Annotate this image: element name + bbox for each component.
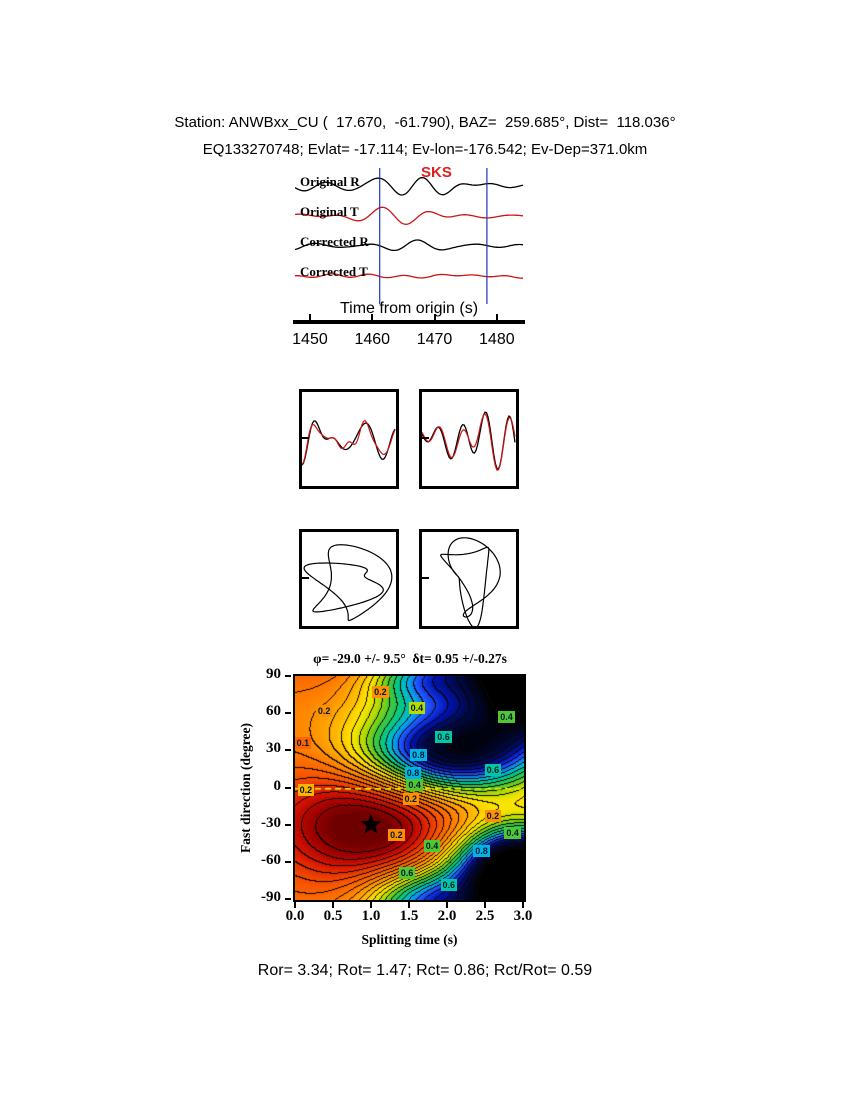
x-tick-label: 1.5 xyxy=(399,908,419,924)
time-tick-mark xyxy=(371,314,374,321)
station-header: Station: ANWBxx_CU ( 17.670, -61.790), B… xyxy=(174,114,676,131)
time-tick-mark xyxy=(433,314,436,321)
contour-label-chip: 0.2 xyxy=(297,783,315,796)
zero-tick xyxy=(302,577,309,579)
particle-motion-curve-corrected xyxy=(440,537,501,626)
splitting-ratios: Ror= 3.34; Rot= 1.47; Rct= 0.86; Rct/Rot… xyxy=(257,962,593,979)
zero-tick xyxy=(302,437,309,439)
zero-tick xyxy=(422,437,429,439)
x-tick-mark xyxy=(332,902,334,908)
particle-motion-left-box xyxy=(299,529,399,629)
time-tick-label: 1480 xyxy=(479,331,515,348)
waveform-overlay-left-box xyxy=(299,389,399,489)
time-axis-line xyxy=(293,320,525,324)
trace-original-r xyxy=(295,176,524,196)
y-tick-label: 0 xyxy=(273,777,282,794)
x-tick-mark xyxy=(446,902,448,908)
trace-corrected-t xyxy=(295,273,524,279)
x-tick-label: 2.5 xyxy=(475,908,495,924)
x-tick-label: 0.0 xyxy=(285,908,305,924)
contour-label-chip: 0.4 xyxy=(406,779,423,792)
particle-motion-right-box xyxy=(419,529,519,629)
particle-motion-curve-original xyxy=(303,544,393,622)
trace-label: Original R xyxy=(300,174,360,189)
trace-label: Corrected T xyxy=(300,264,368,279)
x-tick-label: 0.5 xyxy=(323,908,343,924)
y-tick-mark xyxy=(285,898,291,900)
x-tick-mark xyxy=(484,902,486,908)
contour-label-chip: 0.6 xyxy=(398,866,416,879)
y-tick-label: 90 xyxy=(266,666,281,682)
particle-motion-original xyxy=(303,544,393,622)
event-header: EQ133270748; Evlat= -17.114; Ev-lon=-176… xyxy=(202,141,648,158)
time-tick-mark xyxy=(495,314,498,321)
x-tick-mark xyxy=(294,902,296,908)
time-tick-label: 1460 xyxy=(354,331,391,348)
contour-label-chip: 0.2 xyxy=(402,792,420,805)
overlay-trace-original xyxy=(302,420,396,466)
y-tick-mark xyxy=(285,786,291,789)
waveform-overlay-right xyxy=(422,411,516,471)
x-tick-mark xyxy=(408,902,410,908)
waveform-overlay-left xyxy=(302,419,396,466)
contour-label-chip: 0.4 xyxy=(504,827,521,840)
y-tick-mark xyxy=(285,823,291,826)
x-tick-mark xyxy=(522,902,524,908)
splitting-result-title: φ= -29.0 +/- 9.5° δt= 0.95 +/-0.27s xyxy=(313,651,507,666)
y-tick-label: 30 xyxy=(266,740,281,757)
contour-label-chip: 0.6 xyxy=(435,730,452,743)
y-tick-mark xyxy=(285,749,291,752)
zero-tick xyxy=(422,577,429,579)
contour-label-chip: 0.8 xyxy=(473,844,490,857)
trace-original-t xyxy=(295,206,524,225)
x-tick-label: 2.0 xyxy=(437,908,457,924)
time-tick-mark xyxy=(308,314,311,321)
x-tick-label: 3.0 xyxy=(513,908,533,924)
y-tick-mark xyxy=(285,675,291,677)
phase-label: SKS xyxy=(421,164,452,181)
particle-motion-corrected xyxy=(440,537,501,626)
y-tick-mark xyxy=(285,712,291,715)
time-tick-label: 1450 xyxy=(292,331,328,348)
y-tick-label: -90 xyxy=(261,889,281,905)
contour-label-chip: 0.6 xyxy=(484,764,502,777)
waveform-overlay-right-box xyxy=(419,389,519,489)
x-tick-label: 1.0 xyxy=(361,908,381,924)
time-tick-label: 1470 xyxy=(416,331,453,348)
y-tick-label: -60 xyxy=(261,851,281,868)
y-tick-label: -30 xyxy=(261,814,281,831)
contour-label-chip: 0.8 xyxy=(404,766,422,779)
overlay-trace-corrected xyxy=(302,419,396,465)
contour-label-chip: 0.1 xyxy=(294,736,312,749)
contour-label-chip: 0.4 xyxy=(408,702,426,715)
y-tick-label: 60 xyxy=(266,703,281,720)
y-tick-mark xyxy=(285,860,291,863)
contour-label-chip: 0.8 xyxy=(410,749,427,762)
trace-corrected-r xyxy=(295,239,524,252)
x-tick-mark xyxy=(370,902,372,908)
seismogram-traces xyxy=(295,168,524,304)
contour-label-chip: 0.2 xyxy=(315,704,333,717)
contour-label-chip: 0.2 xyxy=(484,809,502,822)
x-axis-label: Splitting time (s) xyxy=(361,932,458,947)
time-axis-label: Time from origin (s) xyxy=(339,300,479,317)
contour-label-chip: 0.4 xyxy=(423,839,441,852)
overlay-trace-corrected xyxy=(422,413,516,471)
trace-label: Corrected R xyxy=(300,234,369,249)
trace-label: Original T xyxy=(300,204,359,219)
contour-label-chip: 0.2 xyxy=(372,686,389,699)
contour-label-chip: 0.6 xyxy=(440,879,458,892)
contour-label-chip: 0.2 xyxy=(388,828,405,841)
contour-label-chip: 0.4 xyxy=(498,710,515,723)
